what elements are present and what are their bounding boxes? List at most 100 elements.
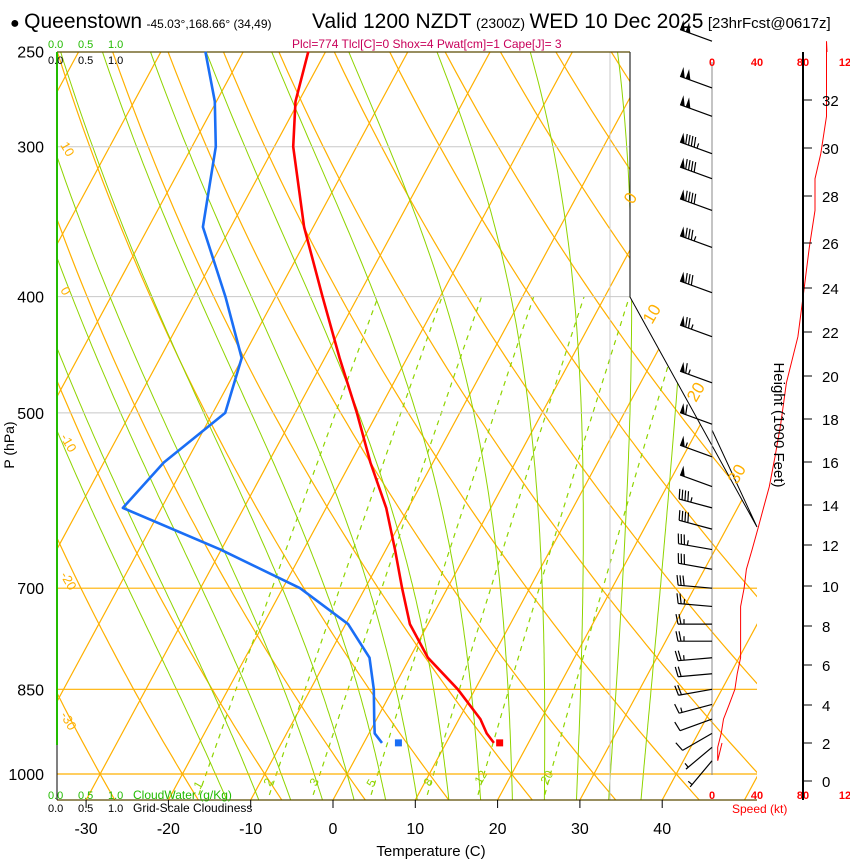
moist-adiabat-line [94, 52, 388, 800]
temperature-line [291, 51, 495, 744]
wind-barb-flag [690, 274, 694, 286]
wind-barb-pennant [680, 189, 685, 201]
wind-barb [674, 718, 713, 732]
wind-barb-pennant [680, 132, 685, 144]
wind-barb [678, 488, 713, 509]
moist-adiabat-line [57, 52, 262, 800]
wind-barb-staff [679, 141, 713, 155]
pressure-tick-label: 500 [17, 406, 44, 423]
wind-barb-pennant [680, 20, 685, 32]
wind-barb-pennant [680, 157, 685, 169]
station-coords: -45.03°,168.66° (34,49) [146, 17, 272, 31]
cloudiness-scale-label: 0.0 [48, 55, 63, 67]
wind-speed-line [717, 41, 828, 761]
isotherm-label: -10 [57, 431, 79, 455]
wind-barb-pennant [680, 403, 685, 415]
isotherm-line [0, 30, 8, 799]
wind-barb [674, 650, 713, 662]
dry-adiabat-line [378, 52, 757, 800]
wind-barb-flag [685, 158, 688, 170]
pressure-tick-label: 250 [17, 45, 44, 62]
wind-barb-flag [675, 631, 679, 642]
wind-barb-staff [685, 746, 713, 770]
cloudiness-scale-label: 1.0 [108, 803, 123, 815]
mixing-ratio-line [474, 296, 630, 800]
wind-barb-flag [674, 721, 681, 732]
wind-barb-flag [679, 593, 682, 604]
height-axis-title: Height (1000 Feet) [770, 362, 787, 487]
surface-dewpoint-marker [394, 739, 402, 747]
wind-barb [679, 157, 713, 180]
isotherm-line [57, 52, 256, 800]
speed-axis-title: Speed (kt) [732, 802, 787, 816]
wind-barb-pennant [680, 226, 685, 238]
mixing-ratio-line [541, 296, 690, 800]
wind-barb-pennant [680, 465, 685, 477]
wind-barb-flag [687, 273, 691, 285]
wind-barb-pennant [685, 97, 691, 109]
wind-barb [677, 553, 713, 570]
wind-barb-staff [679, 444, 713, 458]
wind-barb-flag [681, 489, 684, 500]
cloudwater-scale-label: 0.5 [78, 790, 93, 802]
height-tick-label: 8 [822, 619, 830, 636]
temperature-tick-label: 0 [329, 821, 338, 838]
mixing-ratio-line [194, 296, 379, 800]
wind-barb-staff [678, 657, 713, 662]
pressure-tick-label: 300 [17, 140, 44, 157]
temperature-tick-label: 30 [571, 821, 589, 838]
wind-barb-half-flag [693, 236, 697, 242]
wind-barb-staff [679, 519, 713, 530]
temperature-tick-label: 10 [406, 821, 424, 838]
wind-barb-flag [685, 133, 688, 145]
wind-barb-staff [678, 673, 713, 678]
dry-adiabat-line [57, 52, 369, 800]
isotherm-line [85, 52, 503, 800]
wind-barb-half-flag [696, 143, 700, 149]
pressure-tick-label: 700 [17, 581, 44, 598]
wind-barb [674, 703, 713, 714]
valid-time: Valid 1200 NZDT (2300Z) WED 10 Dec 2025 … [312, 10, 831, 34]
moist-adiabat-line [640, 52, 693, 800]
wind-barb [679, 403, 713, 425]
wind-barb-flag [674, 703, 680, 714]
isotherm-line [250, 52, 667, 800]
wind-barb [675, 613, 712, 625]
cloudwater-scale-label: 0.0 [48, 790, 63, 802]
wind-barb-staff [678, 602, 713, 608]
wind-barb-pennant [685, 68, 691, 81]
wind-barb-flag [685, 316, 688, 328]
speed-tick-label: 40 [751, 57, 763, 69]
moist-adiabat-line [57, 52, 325, 800]
wind-barb-flag [687, 317, 691, 329]
wind-barb-staff [679, 198, 713, 211]
height-tick-label: 22 [822, 325, 839, 342]
mixing-ratio-line [367, 296, 535, 800]
height-tick-label: 18 [822, 412, 839, 429]
mixing-ratio-label: 12 [471, 768, 490, 787]
wind-barb-flag [687, 512, 690, 523]
moist-adiabat-line [57, 52, 293, 800]
wind-barb-flag [693, 136, 697, 148]
wind-barb-staff [679, 703, 713, 714]
cloudiness-scale-label: 1.0 [108, 55, 123, 67]
wind-barb [675, 732, 713, 751]
mixing-ratio-line [423, 296, 585, 800]
temperature-tick-label: 40 [653, 821, 671, 838]
chart-header: ● Queenstown -45.03°,168.66° (34,49) [10, 10, 272, 34]
wind-barb-staff [679, 280, 713, 294]
pressure-tick-label: 1000 [8, 767, 44, 784]
wind-barb-flag [676, 593, 679, 604]
wind-barb-staff [679, 718, 713, 732]
isotherm-line [57, 52, 420, 800]
surface-temperature-marker [496, 739, 504, 747]
moist-adiabat-line [57, 52, 356, 800]
wind-barb-flag [677, 666, 682, 677]
cloudiness-axis-title: Grid-Scale Cloudiness [133, 801, 252, 815]
wind-barb-staff [679, 104, 713, 117]
pressure-tick-label: 850 [17, 682, 44, 699]
valid-label: Valid 1200 NZDT [312, 10, 472, 33]
wind-barb-staff [679, 75, 713, 89]
wind-barb [679, 189, 713, 211]
